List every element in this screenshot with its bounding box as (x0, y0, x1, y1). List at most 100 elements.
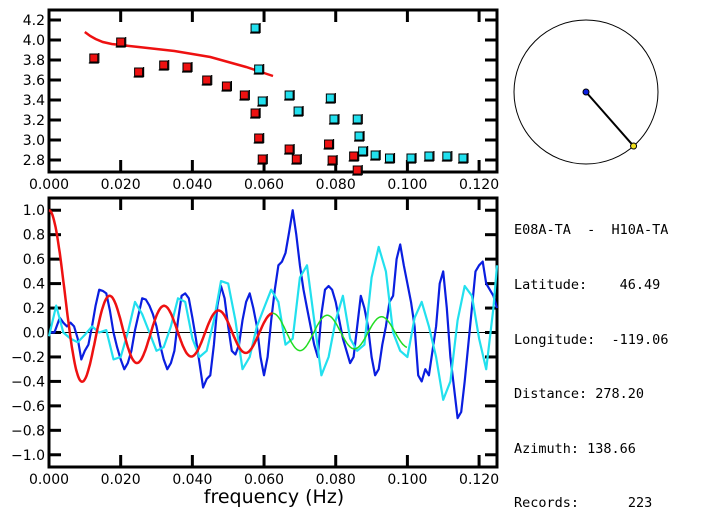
marker (352, 114, 362, 124)
correlation-plot-series (47, 208, 499, 420)
x-tick-label: 0.100 (387, 472, 427, 488)
x-tick-label: 0.080 (316, 472, 356, 488)
marker (254, 64, 264, 74)
info-value: 138.66 (587, 440, 636, 457)
y-tick-label: 1.0 (23, 203, 45, 219)
x-tick-label: 0.060 (244, 177, 284, 193)
info-pad (587, 385, 595, 403)
marker (250, 108, 260, 118)
station-info-panel: E08A-TA - H10A-TA Latitude: 46.49 Longit… (514, 185, 668, 531)
marker (358, 146, 368, 156)
y-tick-label: 3.8 (23, 53, 45, 69)
marker (134, 67, 144, 77)
info-value: 46.49 (619, 277, 661, 294)
red-measurement-point (284, 144, 295, 155)
station-pair-title: E08A-TA - H10A-TA (514, 222, 669, 239)
red-measurement-point (323, 139, 335, 150)
model-dispersion-curve (84, 30, 274, 78)
marker (325, 93, 335, 103)
marker (442, 151, 452, 161)
y-tick-label: −0.4 (11, 374, 45, 390)
x-tick-label: 0.020 (101, 472, 141, 488)
marker (354, 131, 364, 141)
dispersion-plot: 0.000 0.020 0.040 0.060 0.080 0.100 0.120 4.2 4.… (23, 8, 499, 193)
x-tick-label: 0.040 (172, 472, 212, 488)
marker (239, 90, 249, 100)
cyan-measurement-point (284, 90, 295, 101)
x-tick-label: 0.060 (244, 472, 284, 488)
marker (250, 23, 260, 33)
red-measurement-point (158, 60, 170, 71)
info-value: 278.20 (595, 386, 645, 403)
red-measurement-point (115, 37, 127, 48)
info-value: 223 (627, 495, 653, 512)
marker (159, 60, 169, 70)
y-tick-label: −0.2 (11, 350, 45, 366)
marker (89, 53, 99, 63)
info-label: Distance: (514, 386, 588, 403)
marker (406, 153, 416, 163)
measured-imag-trace (47, 245, 499, 401)
x-tick-label: 0.100 (387, 177, 427, 193)
x-axis-title: frequency (Hz) (204, 486, 344, 508)
marker (352, 165, 362, 175)
y-tick-label: 3.6 (23, 73, 45, 89)
marker (349, 151, 359, 161)
marker (254, 133, 264, 143)
cyan-measurement-point (250, 23, 261, 34)
y-tick-label: 2.8 (23, 153, 45, 169)
azimuth-circle (513, 19, 659, 165)
cyan-measurement-point (257, 96, 268, 107)
red-measurement-point (221, 81, 233, 92)
y-tick-label: 4.0 (23, 33, 45, 49)
marker (293, 106, 303, 116)
figure-canvas: 0.000 0.020 0.040 0.060 0.080 0.100 0.120 4.2 4.… (11, 8, 659, 508)
red-measurement-point (88, 53, 100, 64)
x-tick-label: 0.120 (459, 177, 499, 193)
dispersion-plot-axes: 0.000 0.020 0.040 0.060 0.080 0.100 0.120 4.2 4.… (23, 10, 499, 193)
marker (424, 151, 434, 161)
cyan-measurement-point (352, 114, 363, 125)
red-measurement-point (181, 62, 193, 73)
red-measurement-point (239, 90, 250, 101)
y-tick-label: −0.6 (11, 399, 45, 415)
dispersion-plot-series (84, 23, 469, 176)
correlation-plot: 0.000 0.020 0.040 0.060 0.080 0.100 0.120 1.0 0.… (11, 196, 499, 508)
red-measurement-point (291, 154, 302, 165)
info-pad (595, 331, 611, 349)
cyan-measurement-point (328, 114, 340, 125)
marker (324, 139, 334, 149)
info-row-latitude: Latitude: 46.49 (514, 276, 668, 294)
cyan-measurement-point (293, 106, 304, 117)
x-tick-label: 0.020 (101, 177, 141, 193)
info-row-records: Records: 223 (514, 494, 668, 512)
y-tick-label: 3.2 (23, 113, 45, 129)
cyan-measurement-point (405, 153, 417, 164)
info-pad (579, 494, 628, 512)
marker (116, 37, 126, 47)
marker (257, 96, 267, 106)
marker (202, 75, 212, 85)
y-tick-label: −0.8 (11, 423, 45, 439)
red-measurement-point (133, 67, 145, 78)
y-tick-label: 3.0 (23, 133, 45, 149)
cyan-measurement-point (357, 146, 369, 157)
x-tick-label: 0.040 (172, 177, 212, 193)
info-row-azimuth: Azimuth: 138.66 (514, 440, 668, 458)
x-tick-label: 0.080 (316, 177, 356, 193)
marker (327, 155, 337, 165)
marker (291, 154, 301, 164)
dispersion-plot-frame (47, 8, 499, 174)
y-tick-label: 0.2 (23, 301, 45, 317)
azimuth-map (513, 19, 659, 165)
red-measurement-point (257, 154, 268, 165)
model-real-trace (48, 208, 273, 383)
info-row-longitude: Longitude: -119.06 (514, 331, 668, 349)
info-label: Longitude: (514, 331, 596, 348)
red-measurement-point (201, 75, 213, 86)
marker (221, 81, 231, 91)
y-tick-label: 0.0 (23, 326, 45, 342)
red-measurement-point (352, 165, 363, 176)
y-tick-label: 3.4 (23, 93, 45, 109)
info-value: -119.06 (611, 331, 669, 348)
